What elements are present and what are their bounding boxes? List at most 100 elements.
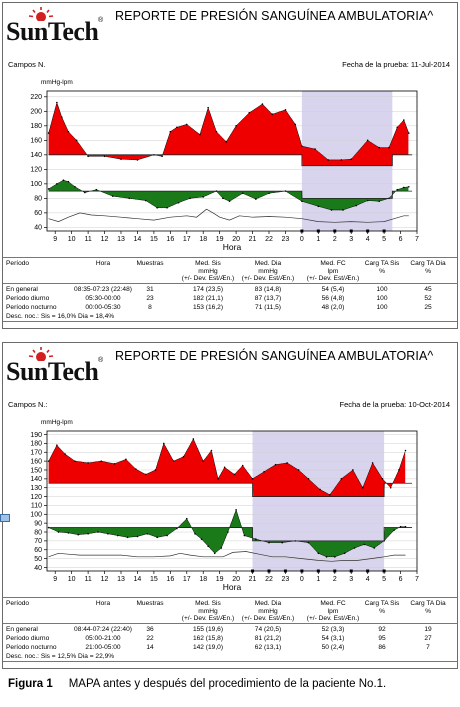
x-tick-label: 9: [53, 236, 57, 243]
x-tick-label: 7: [415, 236, 419, 243]
night-hour-marker: [300, 569, 304, 573]
systolic-line-point: [352, 469, 354, 471]
systolic-line-point: [113, 462, 116, 465]
table-cell: 23: [146, 295, 154, 302]
diastolic-line-point: [74, 185, 76, 188]
table-header: (+/- Dev. Est/Æn.): [241, 275, 295, 282]
table-header: Hora: [95, 600, 111, 607]
diastolic-line-point: [220, 547, 223, 549]
report-title: REPORTE DE PRESIÓN SANGUÍNEA AMBULATORIA…: [115, 349, 434, 363]
x-tick-label: 20: [232, 576, 240, 583]
systolic-line-point: [407, 132, 410, 134]
summary-table: Período Hora Muestras Med. Sis mmHg (+/- Dev.…: [3, 256, 457, 326]
x-tick-label: 1: [316, 576, 320, 583]
table-header: %: [379, 267, 385, 275]
table-cell: 162 (15,8): [192, 635, 224, 642]
x-tick-label: 3: [349, 236, 353, 243]
y-tick-label: 70: [34, 538, 42, 545]
diastolic-line: [48, 180, 409, 211]
diastolic-line-point: [317, 205, 320, 208]
table-cell: 100: [376, 304, 388, 311]
diastolic-line-point: [207, 545, 209, 547]
diastolic-line-point: [407, 185, 410, 188]
systolic-line-point: [207, 106, 209, 109]
y-tick-label: 110: [31, 503, 42, 510]
table-cell: 50 (2,4): [321, 644, 345, 651]
systolic-line-point: [162, 442, 165, 445]
systolic-line-point: [61, 116, 63, 118]
heart-rate-line: [48, 551, 406, 562]
table-header: lpm: [327, 607, 339, 615]
table-header: Med. Dia: [254, 260, 282, 267]
table-cell: 87 (13,7): [254, 295, 282, 302]
logo-registered-mark: ®: [98, 17, 104, 24]
table-cell: 8: [148, 304, 152, 311]
diastolic-line-point: [107, 532, 109, 535]
systolic-line-point: [185, 123, 188, 126]
systolic-line-point: [74, 460, 76, 462]
table-cell: 48 (2,0): [321, 304, 345, 311]
table-header: lpm: [327, 267, 339, 275]
x-tick-label: 11: [84, 576, 91, 583]
table-cell: Período diurno: [6, 295, 50, 302]
side-marker: [0, 514, 10, 522]
diastolic-line-point: [213, 552, 216, 555]
diastolic-line-point: [301, 200, 303, 203]
diastolic-line-point: [200, 538, 203, 540]
diastolic-line-point: [355, 204, 357, 207]
table-cell: 21:00-05:00: [85, 644, 121, 651]
systolic-line-point: [286, 462, 288, 464]
systolic-line-point: [215, 130, 218, 133]
figure-caption: Figura 1 MAPA antes y después del proced…: [8, 678, 386, 690]
systolic-line-point: [100, 460, 103, 462]
threshold-line: [48, 482, 413, 497]
y-tick-label: 140: [30, 152, 42, 159]
report-header: SunTech ® REPORTE DE PRESIÓN SANGUÍNEA A…: [3, 3, 457, 48]
systolic-line-point: [199, 133, 201, 136]
diastolic-line-point: [126, 536, 129, 539]
systolic-line-point: [202, 460, 205, 462]
table-cell: 81 (21,2): [254, 635, 282, 642]
bp-chart: mmHg-lpm40506070809010011012013014015016…: [30, 419, 419, 592]
y-axis-unit: mmHg-lpm: [41, 419, 73, 426]
table-header: mmHg: [198, 607, 218, 615]
y-tick-label: 50: [34, 556, 42, 563]
y-tick-label: 150: [30, 467, 42, 474]
systolic-line-point: [340, 159, 343, 161]
diastolic-line-point: [333, 556, 336, 558]
night-hour-marker: [316, 229, 320, 233]
table-header: Carg TA Dia: [410, 260, 446, 267]
night-hour-marker: [267, 569, 271, 573]
night-hour-marker: [382, 229, 386, 233]
table-header: Muestras: [136, 260, 164, 267]
table-header: (+/- Dev. Est/Æn.): [181, 615, 235, 622]
diastolic-line-point: [177, 201, 180, 204]
diastolic-line-point: [241, 192, 244, 195]
diastolic-line-point: [62, 179, 65, 182]
table-cell: En general: [6, 626, 38, 633]
systolic-band: [48, 439, 406, 497]
diastolic-line-point: [156, 206, 158, 209]
x-tick-label: 2: [333, 576, 337, 583]
table-header: Período: [6, 600, 30, 607]
systolic-line-point: [75, 139, 78, 142]
systolic-line-point: [136, 159, 139, 161]
diastolic-line-point: [399, 525, 402, 528]
y-tick-label: 160: [30, 458, 42, 465]
x-tick-label: 10: [68, 236, 76, 243]
night-hour-marker: [300, 229, 304, 233]
systolic-line-point: [361, 486, 364, 489]
y-tick-label: 180: [30, 441, 42, 448]
x-tick-label: 15: [150, 236, 158, 243]
x-tick-label: 18: [199, 576, 207, 583]
systolic-line-point: [135, 468, 137, 470]
diastolic-line-point: [202, 196, 205, 198]
systolic-line-point: [329, 493, 331, 496]
diastolic-line-point: [189, 197, 191, 200]
diastolic-line-point: [363, 543, 366, 546]
y-tick-label: 40: [34, 565, 42, 572]
x-tick-label: 18: [199, 236, 207, 243]
table-cell: 08:35-07:23 (22:48): [74, 286, 132, 293]
systolic-line-point: [404, 449, 407, 452]
table-cell: 174 (23,5): [192, 286, 224, 293]
